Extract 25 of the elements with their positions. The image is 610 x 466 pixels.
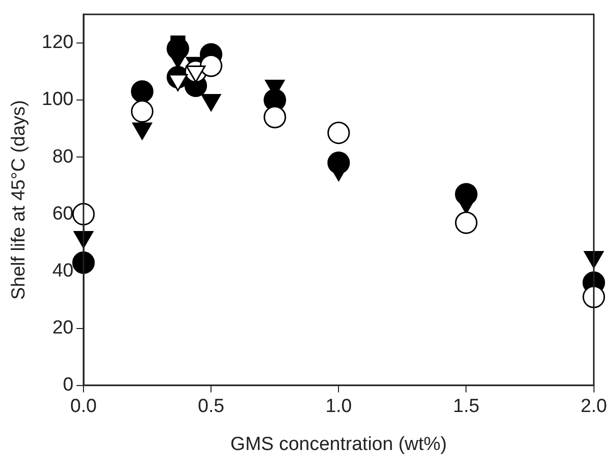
point — [72, 251, 95, 274]
point — [454, 211, 478, 234]
point — [130, 80, 154, 103]
y-tick-label: 100 — [42, 89, 74, 110]
point — [582, 286, 606, 308]
y-tick-label: 120 — [42, 32, 74, 54]
y-axis-title: Shelf life at 45°C (days) — [8, 100, 30, 300]
point — [264, 106, 286, 128]
x-axis-title: GMS concentration (wt%) — [230, 434, 447, 455]
point — [72, 202, 95, 226]
x-tick-label: 1.5 — [453, 396, 480, 418]
y-tick-label: 0 — [62, 374, 74, 396]
point — [327, 122, 350, 144]
y-tick-label: 20 — [52, 318, 74, 339]
x-tick-label: 2.0 — [580, 396, 608, 418]
y-tick-label: 60 — [52, 203, 74, 224]
point — [200, 54, 222, 78]
x-tick-label: 0.5 — [198, 396, 224, 418]
point — [327, 152, 350, 174]
point — [130, 100, 154, 123]
x-tick-label: 1.0 — [325, 396, 352, 418]
y-tick-label: 80 — [52, 146, 74, 168]
x-tick-label: 0.0 — [70, 396, 97, 418]
point — [454, 182, 478, 206]
y-tick-label: 40 — [52, 260, 74, 282]
